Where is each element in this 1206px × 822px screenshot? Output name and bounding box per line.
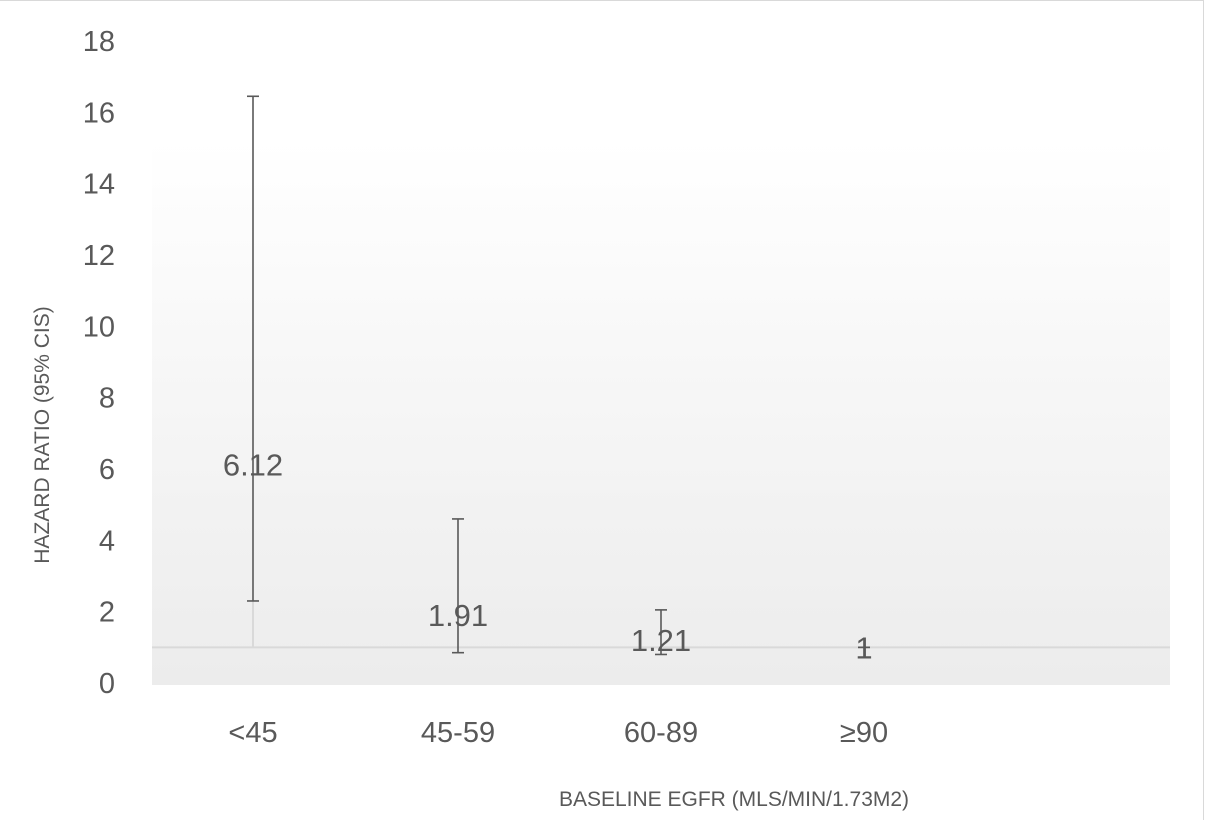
value-label: 1.21 bbox=[631, 623, 691, 658]
value-label: 6.12 bbox=[223, 448, 283, 483]
x-category-label: 60-89 bbox=[624, 717, 698, 749]
y-tick-label: 0 bbox=[99, 668, 115, 700]
y-tick-label: 8 bbox=[99, 383, 115, 415]
y-tick-label: 6 bbox=[99, 454, 115, 486]
x-axis-title: BASELINE EGFR (MLS/MIN/1.73M2) bbox=[559, 788, 909, 811]
y-axis-tick-labels: 0 2 4 6 8 10 12 14 16 18 bbox=[83, 26, 115, 700]
error-bar bbox=[247, 95, 259, 602]
y-tick-label: 14 bbox=[83, 169, 115, 201]
y-tick-label: 10 bbox=[83, 311, 115, 343]
error-bar bbox=[452, 518, 464, 654]
value-label: 1 bbox=[855, 630, 872, 665]
y-tick-label: 12 bbox=[83, 240, 115, 272]
plot-area bbox=[152, 140, 1170, 685]
y-tick-label: 4 bbox=[99, 525, 115, 557]
error-bars bbox=[247, 95, 870, 656]
error-bar bbox=[655, 609, 667, 656]
y-tick-label: 2 bbox=[99, 597, 115, 629]
y-tick-label: 16 bbox=[83, 97, 115, 129]
x-category-label: 45-59 bbox=[421, 717, 495, 749]
x-category-label: <45 bbox=[228, 717, 277, 749]
y-tick-label: 18 bbox=[83, 26, 115, 58]
x-category-label: ≥90 bbox=[840, 717, 888, 749]
value-label: 1.91 bbox=[428, 598, 488, 633]
y-axis-title: HAZARD RATIO (95% CIS) bbox=[31, 306, 54, 563]
x-axis-category-labels: <45 45-59 60-89 ≥90 bbox=[228, 717, 888, 749]
value-labels: 6.12 1.91 1.21 1 bbox=[223, 448, 873, 666]
